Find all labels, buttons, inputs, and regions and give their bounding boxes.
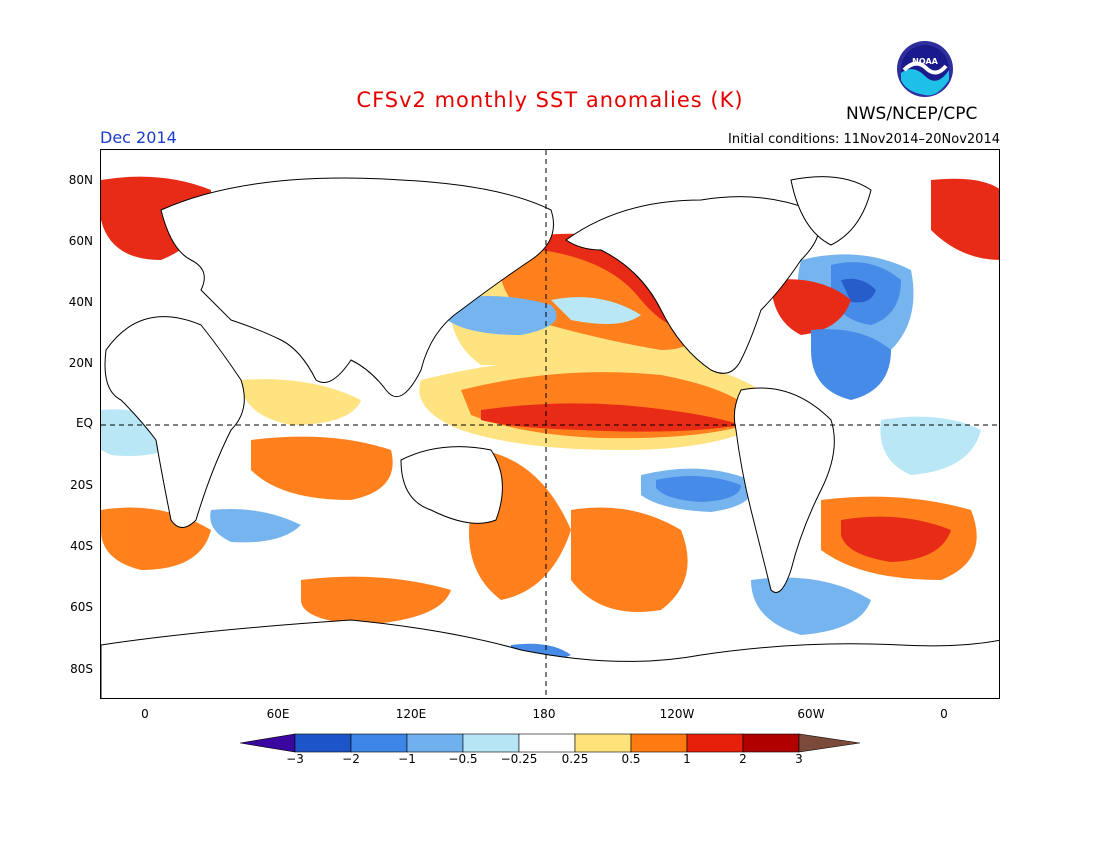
x-tick-label: 120W bbox=[659, 707, 695, 721]
colorbar-segment bbox=[294, 733, 352, 753]
y-tick-label: 20S bbox=[70, 478, 93, 492]
colorbar-segment bbox=[574, 733, 632, 753]
colorbar-tick-label: 2 bbox=[739, 752, 747, 766]
x-tick-label: 180 bbox=[532, 707, 556, 721]
y-tick-label: 80S bbox=[70, 662, 93, 676]
map-title: CFSv2 monthly SST anomalies (K) bbox=[356, 88, 744, 112]
noaa-logo-text: NOAA bbox=[912, 57, 938, 66]
colorbar-segment bbox=[462, 733, 520, 753]
colorbar-over-triangle bbox=[798, 733, 860, 753]
continents bbox=[101, 176, 999, 698]
colorbar-segment bbox=[742, 733, 800, 753]
colorbar-segment bbox=[518, 733, 576, 753]
noaa-logo-icon: NOAA bbox=[897, 41, 953, 97]
colorbar-tick-label: −2 bbox=[342, 752, 360, 766]
x-tick-label: 0 bbox=[141, 707, 149, 721]
forecast-month: Dec 2014 bbox=[100, 128, 177, 147]
y-tick-label: 60N bbox=[68, 234, 93, 248]
x-tick-label: 120E bbox=[395, 707, 427, 721]
colorbar-segment bbox=[686, 733, 744, 753]
y-tick-label: 20N bbox=[68, 356, 93, 370]
colorbar-tick-label: 3 bbox=[795, 752, 803, 766]
agency-label: NWS/NCEP/CPC bbox=[846, 104, 978, 124]
colorbar-segment bbox=[406, 733, 464, 753]
colorbar-tick-label: 0.25 bbox=[561, 752, 589, 766]
x-tick-label: 60W bbox=[797, 707, 825, 721]
initial-conditions: Initial conditions: 11Nov2014–20Nov2014 bbox=[728, 132, 1000, 147]
x-tick-label: 0 bbox=[940, 707, 948, 721]
colorbar-tick-label: −0.25 bbox=[500, 752, 538, 766]
colorbar-segment bbox=[350, 733, 408, 753]
sst-anomaly-map bbox=[100, 149, 1000, 699]
colorbar-under-triangle bbox=[240, 733, 296, 753]
y-tick-label: 40N bbox=[68, 295, 93, 309]
colorbar bbox=[240, 733, 860, 753]
colorbar-tick-label: 0.5 bbox=[621, 752, 641, 766]
y-tick-label: 40S bbox=[70, 539, 93, 553]
x-tick-label: 60E bbox=[266, 707, 290, 721]
colorbar-tick-label: −1 bbox=[398, 752, 416, 766]
y-tick-label: EQ bbox=[75, 416, 93, 430]
colorbar-tick-label: 1 bbox=[683, 752, 691, 766]
colorbar-tick-label: −3 bbox=[286, 752, 304, 766]
y-tick-label: 60S bbox=[70, 600, 93, 614]
y-tick-label: 80N bbox=[68, 173, 93, 187]
colorbar-tick-label: −0.5 bbox=[448, 752, 478, 766]
colorbar-segment bbox=[630, 733, 688, 753]
